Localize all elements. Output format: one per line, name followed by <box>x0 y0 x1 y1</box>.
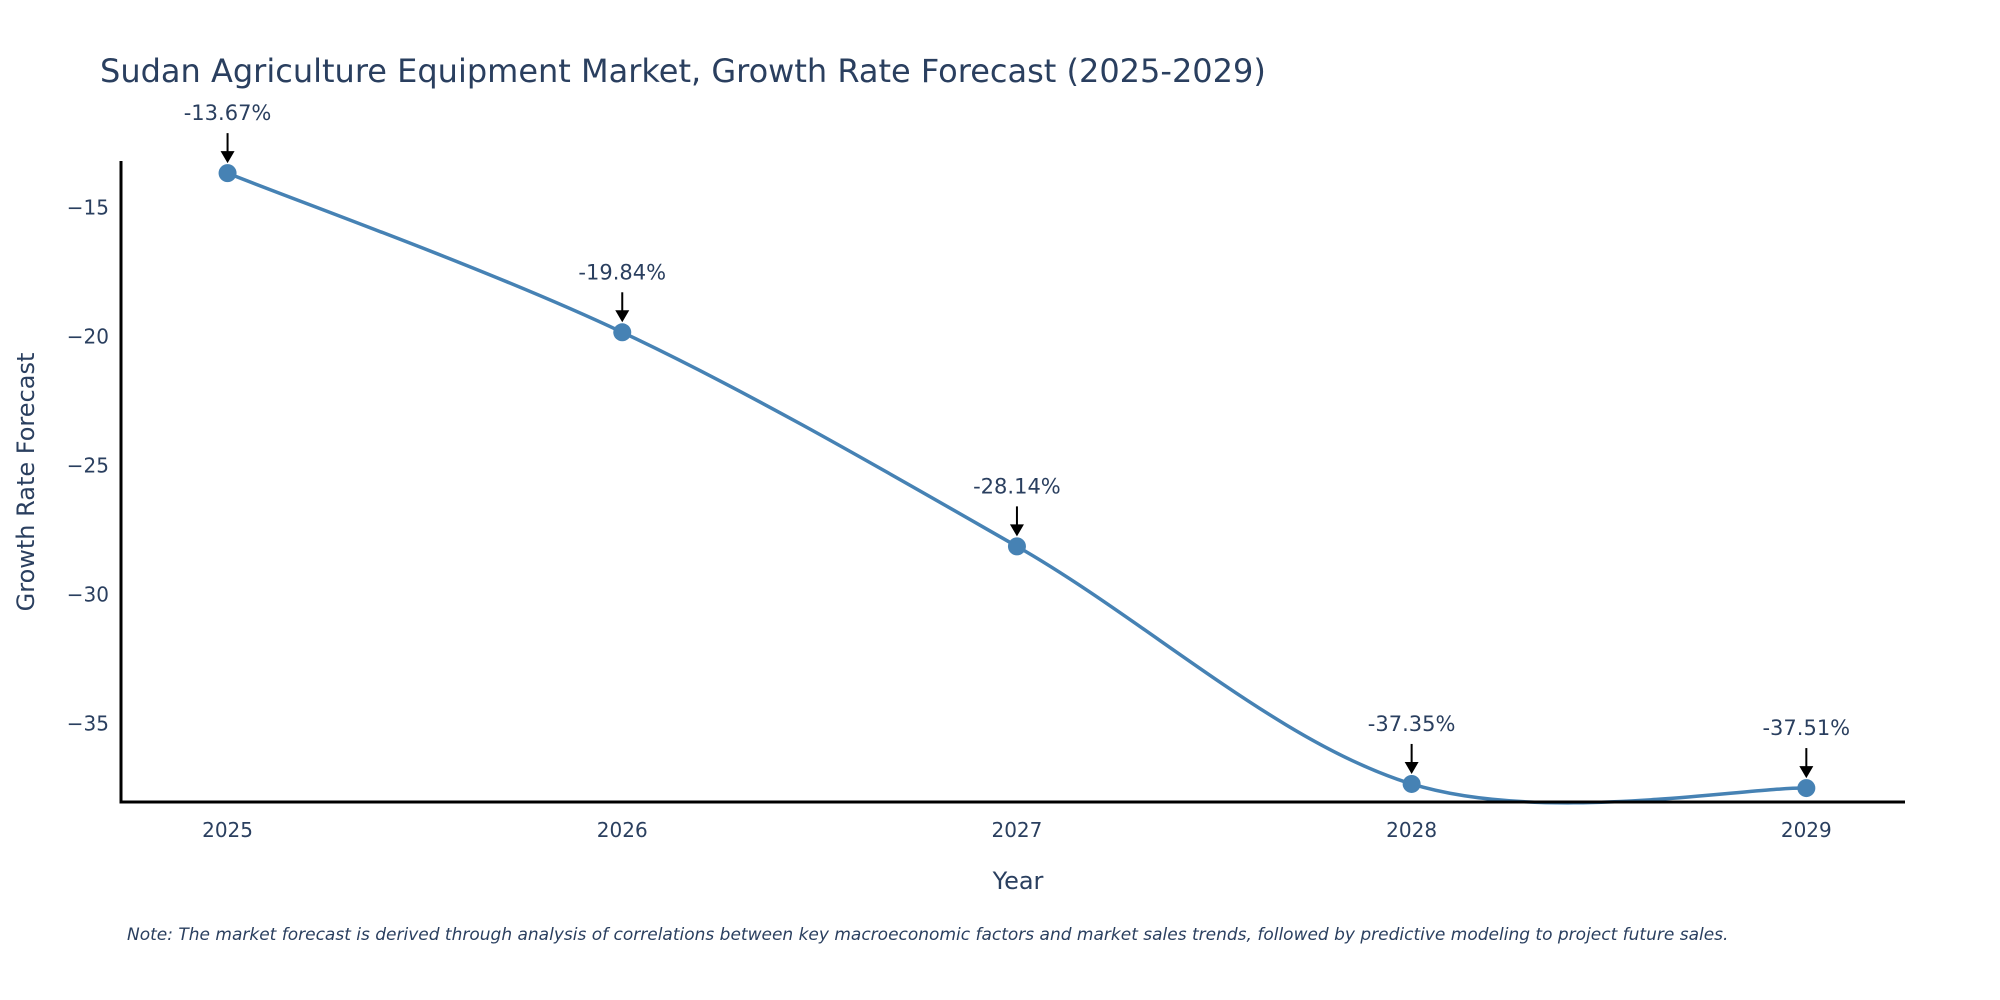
annotation-arrowhead <box>1009 524 1024 537</box>
x-axis-title: Year <box>992 867 1044 895</box>
x-tick-label: 2029 <box>1781 818 1832 842</box>
data-label: -37.51% <box>1762 716 1850 740</box>
y-axis-ticks: −15 −20 −25 −30 −35 <box>67 195 109 735</box>
data-point <box>218 164 237 183</box>
data-label: -28.14% <box>973 474 1061 498</box>
data-annotations: -13.67% -19.84% -28.14% -37.35% -37.51% <box>184 101 1850 779</box>
data-markers <box>218 164 1816 798</box>
data-label: -37.35% <box>1368 712 1456 736</box>
y-tick-label: −25 <box>67 453 109 477</box>
y-tick-label: −15 <box>67 195 109 219</box>
chart-title: Sudan Agriculture Equipment Market, Grow… <box>100 52 1266 90</box>
annotation-arrowhead <box>1799 766 1814 779</box>
data-point <box>1007 537 1026 556</box>
x-tick-label: 2025 <box>202 818 253 842</box>
y-tick-label: −35 <box>67 711 109 735</box>
data-label: -19.84% <box>578 260 666 284</box>
x-axis-ticks: 2025 2026 2027 2028 2029 <box>202 818 1832 842</box>
data-label: -13.67% <box>184 101 272 125</box>
y-tick-label: −30 <box>67 582 109 606</box>
x-tick-label: 2028 <box>1386 818 1437 842</box>
plot-area: −15 −20 −25 −30 −35 2025 2026 2027 2028 2029 -13… <box>67 101 1905 842</box>
y-tick-label: −20 <box>67 324 109 348</box>
footnote: Note: The market forecast is derived thr… <box>127 925 1728 945</box>
x-tick-label: 2027 <box>991 818 1042 842</box>
annotation-arrowhead <box>615 310 630 323</box>
annotation-arrowhead <box>1404 761 1419 774</box>
data-point <box>1797 779 1816 798</box>
data-point <box>613 323 632 342</box>
x-tick-label: 2026 <box>597 818 648 842</box>
data-point <box>1402 774 1421 793</box>
y-axis-title: Growth Rate Forecast <box>12 353 40 612</box>
annotation-arrowhead <box>220 151 235 164</box>
